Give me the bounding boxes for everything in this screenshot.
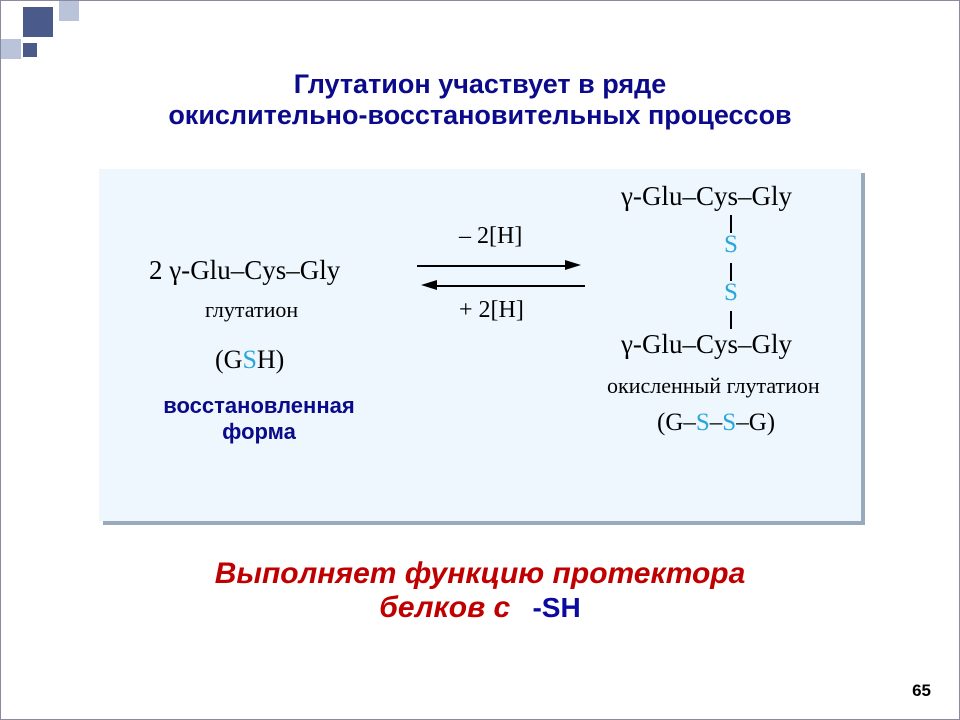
ox-bot-peptide: Glu–Cys–Gly	[642, 329, 792, 359]
slide-title: Глутатион участвует в ряде окислительно-…	[1, 69, 959, 131]
caption-line-1: Выполняет функцию протектора	[215, 557, 746, 590]
ox-abbr-open: (G–	[657, 409, 696, 436]
ox-top-peptide: Glu–Cys–Gly	[642, 181, 792, 211]
deco-square	[1, 39, 21, 59]
deco-square	[23, 43, 37, 57]
reduced-name: глутатион	[205, 297, 298, 323]
reduced-abbr: (GSH)	[215, 345, 284, 375]
caption-line-2: белков с	[379, 591, 510, 624]
reduced-prefix: 2 γ-	[149, 255, 190, 285]
reduced-peptide: Glu–Cys–Gly	[190, 255, 340, 285]
ox-top-prefix: γ-	[621, 181, 642, 211]
abbr-open: (G	[215, 345, 242, 374]
arrow-label-bot: + 2[H]	[459, 297, 524, 324]
abbr-s: S	[242, 345, 256, 374]
sulfur-bottom: S	[724, 279, 738, 307]
reduced-formula: 2 γ-Glu–Cys–Gly	[149, 255, 340, 286]
bond	[730, 311, 732, 329]
reaction-diagram: 2 γ-Glu–Cys–Gly глутатион (GSH) восстано…	[99, 169, 861, 521]
sh-group: -SH	[532, 592, 580, 623]
ox-abbr-dash: –	[710, 409, 723, 436]
reaction-arrows: – 2[H] + 2[H]	[417, 231, 587, 331]
deco-square	[23, 7, 53, 37]
oxidized-abbr: (G–S–S–G)	[657, 409, 775, 437]
reduced-label-line2: форма	[129, 419, 389, 445]
slide: Глутатион участвует в ряде окислительно-…	[0, 0, 960, 720]
abbr-h: H)	[257, 345, 284, 374]
deco-square	[59, 1, 79, 21]
reduced-label: восстановленная форма	[129, 393, 389, 445]
title-line-2: окислительно-восстановительных процессов	[61, 100, 899, 131]
reduced-label-line1: восстановленная	[129, 393, 389, 419]
oxidized-bot-formula: γ-Glu–Cys–Gly	[621, 329, 792, 360]
sulfur-top: S	[724, 231, 738, 259]
title-line-1: Глутатион участвует в ряде	[61, 69, 899, 100]
oxidized-top-formula: γ-Glu–Cys–Gly	[621, 181, 792, 212]
arrow-label-top: – 2[H]	[459, 223, 522, 250]
ox-abbr-close: –G)	[736, 409, 775, 436]
bottom-caption: Выполняет функцию протектора белков с -S…	[1, 557, 959, 625]
page-number: 65	[912, 681, 931, 701]
oxidized-name: окисленный глутатион	[607, 373, 820, 399]
ox-bot-prefix: γ-	[621, 329, 642, 359]
